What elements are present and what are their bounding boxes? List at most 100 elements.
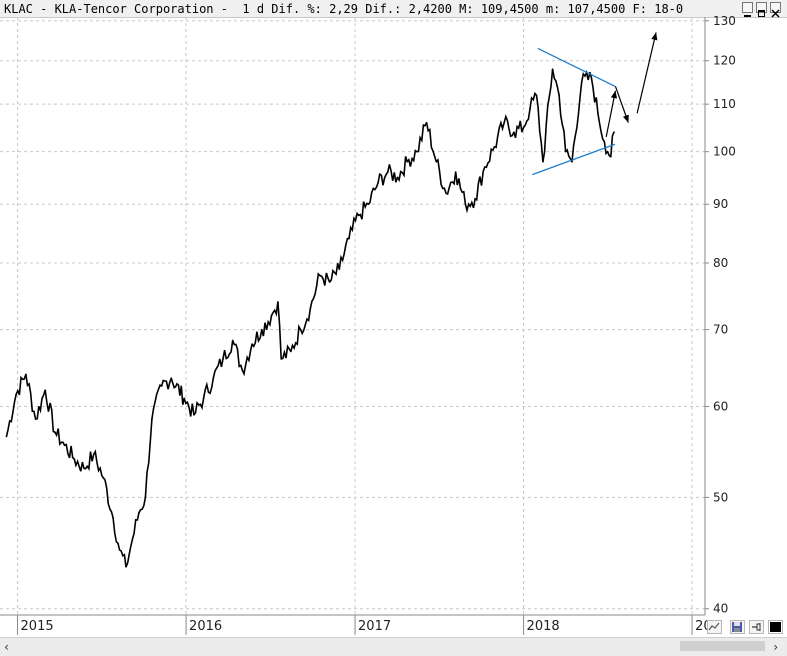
maximize-button[interactable] (756, 2, 767, 17)
price-point (151, 418, 153, 420)
scroll-right-icon[interactable]: › (772, 640, 780, 654)
price-segment (183, 397, 195, 417)
price-segment (119, 549, 127, 568)
grid (0, 17, 705, 615)
price-point (144, 496, 147, 499)
save-button[interactable] (730, 620, 745, 634)
y-tick-label: 110 (713, 97, 736, 111)
price-point (522, 126, 525, 129)
close-button[interactable] (770, 2, 781, 18)
y-tick-label: 60 (713, 399, 728, 413)
price-segment (44, 389, 56, 433)
price-segment (73, 458, 85, 472)
price-chart[interactable]: 40 50 60 70 80 90 100 110 120 130 2015 2016 2017 201… (0, 0, 787, 637)
price-segment (131, 512, 140, 540)
horizontal-scrollbar[interactable]: ‹ › (0, 637, 787, 656)
price-point (92, 453, 95, 456)
arrowhead-icon (651, 32, 658, 41)
price-point (118, 549, 121, 551)
minimize-button[interactable] (742, 2, 753, 17)
x-tick-label: 2015 (21, 619, 54, 634)
price-point (112, 516, 114, 519)
x-tick-label: 2018 (527, 619, 560, 634)
price-segment (513, 120, 525, 139)
price-segment (529, 91, 538, 109)
price-segment (425, 122, 438, 163)
price-point (603, 141, 606, 143)
price-segment (241, 343, 253, 377)
forecast-arrow (605, 90, 617, 138)
price-segment (445, 171, 457, 196)
price-point (290, 350, 292, 353)
y-tick-label: 40 (713, 602, 728, 616)
price-segment (464, 198, 476, 214)
price-segment (551, 68, 560, 96)
price-segment (396, 156, 408, 183)
price-point (590, 76, 593, 79)
price-point (241, 369, 244, 372)
price-segment (25, 374, 37, 420)
y-tick-label: 70 (713, 323, 728, 337)
y-tick-label: 120 (713, 54, 736, 68)
price-point (319, 274, 321, 277)
price-point (15, 393, 17, 395)
price-segment (102, 477, 114, 519)
price-point (251, 343, 253, 345)
price-point (160, 385, 163, 387)
price-point (212, 377, 215, 380)
price-point (535, 94, 538, 96)
annotations (532, 32, 658, 176)
scroll-left-icon[interactable]: ‹ (3, 640, 11, 654)
price-point (102, 477, 105, 479)
price-segment (494, 119, 505, 149)
price-point (170, 377, 173, 380)
price-point (513, 131, 515, 133)
price-point (63, 444, 66, 447)
price-segment (542, 69, 554, 162)
chart-settings-icon (708, 622, 720, 631)
price-segment (202, 378, 215, 399)
price-point (131, 538, 134, 540)
x-tick-label: 2016 (189, 619, 222, 634)
price-point (357, 214, 360, 217)
price-series (5, 68, 615, 568)
x-tick-label: 2017 (358, 619, 391, 634)
chart-settings-button[interactable] (707, 620, 722, 634)
price-point (338, 268, 341, 271)
price-point (260, 328, 263, 331)
color-button[interactable] (768, 620, 783, 634)
price-point (328, 281, 331, 283)
price-point (277, 301, 279, 303)
price-point (299, 328, 302, 331)
scroll-thumb[interactable] (680, 641, 765, 651)
price-point (44, 389, 47, 391)
pin-icon (752, 623, 761, 631)
price-point (183, 397, 186, 400)
price-segment (64, 443, 75, 460)
price-segment (558, 95, 567, 152)
price-segment (112, 517, 121, 551)
price-point (34, 418, 37, 420)
pin-button[interactable] (749, 620, 764, 634)
price-segment (277, 301, 282, 359)
price-segment (416, 122, 428, 153)
trend-line (537, 47, 616, 87)
price-point (445, 192, 447, 195)
price-segment (270, 301, 279, 317)
title-bar: KLAC - KLA-Tencor Corporation - 1 d Dif.… (0, 0, 787, 18)
price-point (551, 68, 554, 70)
price-segment (603, 141, 612, 158)
price-point (396, 176, 399, 179)
maximize-icon (758, 10, 765, 17)
forecast-arrow (636, 32, 657, 114)
price-point (309, 307, 312, 310)
price-segment (93, 449, 105, 479)
price-segment (610, 131, 615, 157)
price-point (493, 145, 496, 148)
price-segment (54, 428, 66, 446)
price-segment (406, 149, 418, 167)
window-title: KLAC - KLA-Tencor Corporation - 1 d Dif.… (4, 2, 684, 16)
save-icon (732, 622, 742, 632)
price-segment (15, 374, 27, 396)
price-point (580, 81, 583, 83)
